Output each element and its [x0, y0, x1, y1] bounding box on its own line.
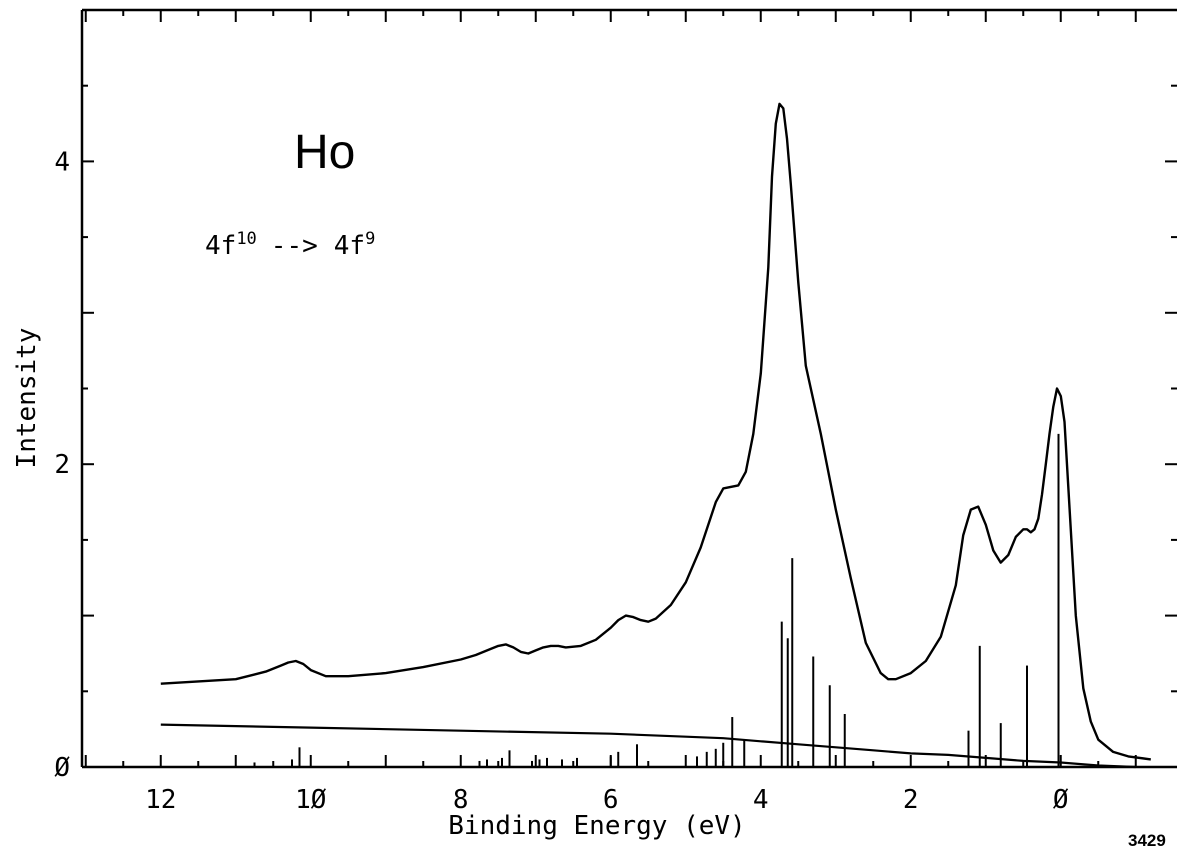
background-curve	[160, 723, 1136, 769]
multiplet-lines-group	[253, 433, 1060, 767]
spectrum-group	[160, 102, 1151, 761]
x-axis-label: Binding Energy (eV)	[448, 811, 745, 841]
y-axis-label: Intensity	[12, 328, 42, 469]
transition-arrow: -->	[271, 231, 318, 261]
element-label: Ho	[294, 126, 355, 179]
x-axis-ticks: 12 1Ø 8 6 4 2 Ø	[84, 10, 1137, 815]
transition-label: 4f10 --> 4f9	[205, 229, 375, 261]
transition-main-2: 4f	[334, 231, 365, 261]
x-tick-label: 1Ø	[295, 785, 327, 815]
figure-number: 3429	[1128, 831, 1166, 849]
x-tick-label: Ø	[1053, 785, 1069, 815]
x-tick-label: 8	[453, 785, 469, 815]
transition-main-1: 4f	[205, 231, 236, 261]
y-axis-ticks: Ø 2 4	[54, 84, 1177, 783]
transition-superscript-2: 9	[365, 229, 375, 249]
y-tick-label: 4	[54, 147, 70, 177]
y-tick-label: 2	[54, 450, 70, 480]
background-curve-group	[160, 723, 1136, 769]
x-tick-label: 6	[603, 785, 619, 815]
plot-frame	[80, 8, 1177, 769]
y-tick-label: Ø	[54, 753, 70, 783]
x-tick-label: 4	[753, 785, 769, 815]
transition-superscript-1: 10	[236, 229, 256, 249]
x-tick-label: 12	[145, 785, 176, 815]
spectrum-curve	[160, 102, 1151, 761]
x-tick-label: 2	[903, 785, 919, 815]
